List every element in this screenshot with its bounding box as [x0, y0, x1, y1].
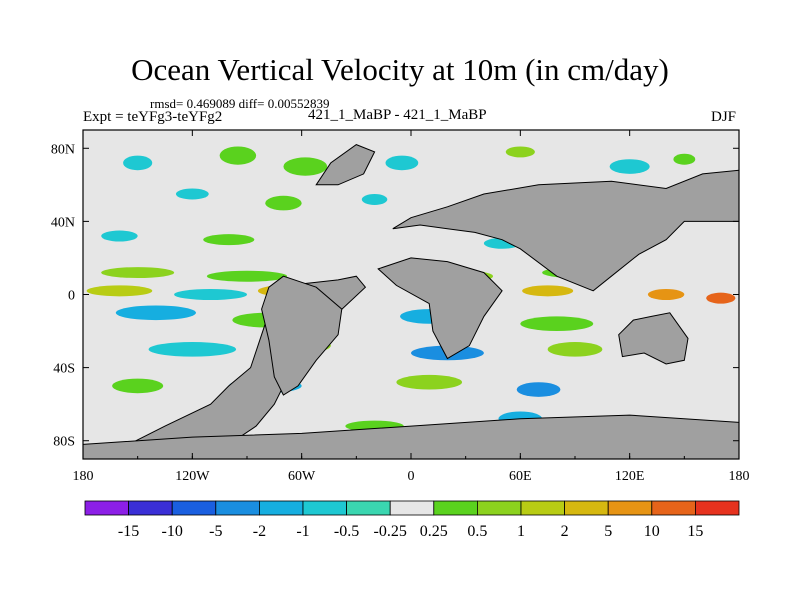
field-patch	[609, 159, 650, 174]
field-patch	[547, 342, 603, 357]
field-patch	[219, 146, 257, 165]
colorbar-label: 0.5	[467, 523, 487, 540]
x-tick-label: 60W	[288, 469, 316, 484]
colorbar-label: 5	[604, 523, 612, 540]
chart-title: Ocean Vertical Velocity at 10m (in cm/da…	[131, 52, 669, 87]
run-pair-label: 421_1_MaBP - 421_1_MaBP	[308, 107, 487, 123]
colorbar-swatch	[433, 500, 478, 516]
field-patch	[516, 382, 561, 397]
experiment-label: Expt = teYFg3-teYFg2	[83, 109, 223, 125]
field-patch	[396, 374, 463, 390]
field-patch	[647, 289, 685, 300]
x-tick-label: 120W	[175, 469, 210, 484]
colorbar-swatch	[215, 500, 260, 516]
field-patch	[101, 230, 138, 242]
season-label: DJF	[711, 109, 737, 125]
colorbar-label: -10	[162, 523, 183, 540]
land-south-america	[261, 275, 343, 396]
field-patch	[385, 155, 419, 171]
colorbar-label: -1	[296, 523, 309, 540]
colorbar-label: 1	[517, 523, 525, 540]
colorbar-label: 10	[644, 523, 660, 540]
colorbar-label: -5	[209, 523, 222, 540]
field-patch	[101, 267, 175, 279]
colorbar-swatch	[302, 500, 347, 516]
colorbar-swatch	[651, 500, 696, 516]
field-patch	[148, 342, 237, 357]
colorbar-swatch	[128, 500, 173, 516]
colorbar-swatch	[564, 500, 609, 516]
field-patch	[112, 378, 164, 394]
colorbar-label: -0.5	[334, 523, 359, 540]
y-tick-label: 0	[68, 289, 75, 304]
colorbar-label: 0.25	[420, 523, 448, 540]
y-tick-label: 40S	[53, 362, 75, 377]
colorbar-swatch	[520, 500, 565, 516]
y-tick-label: 80S	[53, 435, 75, 450]
colorbar-swatch	[171, 500, 217, 516]
land-australia	[618, 312, 689, 365]
field-patch	[520, 316, 594, 332]
field-patch	[115, 305, 196, 321]
field-patch	[706, 292, 736, 304]
field-patch	[175, 188, 209, 200]
colorbar-label: 15	[687, 523, 703, 540]
colorbar-swatch	[84, 500, 129, 516]
colorbar-swatch	[695, 500, 740, 516]
field-patch	[265, 195, 302, 211]
x-tick-label: 60E	[509, 469, 532, 484]
colorbar-label: 2	[561, 523, 569, 540]
x-tick-label: 180	[73, 469, 94, 484]
field-patch	[86, 285, 153, 297]
field-patch	[522, 285, 574, 297]
land-antarctica	[83, 414, 739, 459]
field-patch	[203, 234, 255, 246]
field-patch	[505, 146, 535, 158]
colorbar-label: -2	[253, 523, 266, 540]
land-africa	[377, 257, 503, 360]
land-europe-asia	[392, 169, 739, 292]
field-patch	[123, 155, 153, 171]
colorbar-swatch	[476, 500, 522, 516]
colorbar-swatch	[389, 500, 435, 516]
field-patch	[361, 193, 388, 205]
field-patch	[174, 289, 247, 300]
x-tick-label: 120E	[615, 469, 645, 484]
colorbar-label: -15	[118, 523, 139, 540]
y-tick-label: 80N	[51, 142, 75, 157]
colorbar-swatch	[258, 500, 304, 516]
field-patch	[673, 153, 696, 165]
land-greenland	[315, 144, 376, 186]
x-tick-label: 0	[408, 469, 415, 484]
y-tick-label: 40N	[51, 215, 75, 230]
colorbar-swatch	[346, 500, 391, 516]
x-tick-label: 180	[729, 469, 750, 484]
colorbar-label: -0.25	[374, 523, 407, 540]
stats-text: rmsd= 0.469089 diff= 0.00552839	[150, 96, 330, 111]
field-patch	[206, 270, 288, 282]
field-patch	[283, 157, 328, 176]
colorbar-swatch	[607, 500, 653, 516]
